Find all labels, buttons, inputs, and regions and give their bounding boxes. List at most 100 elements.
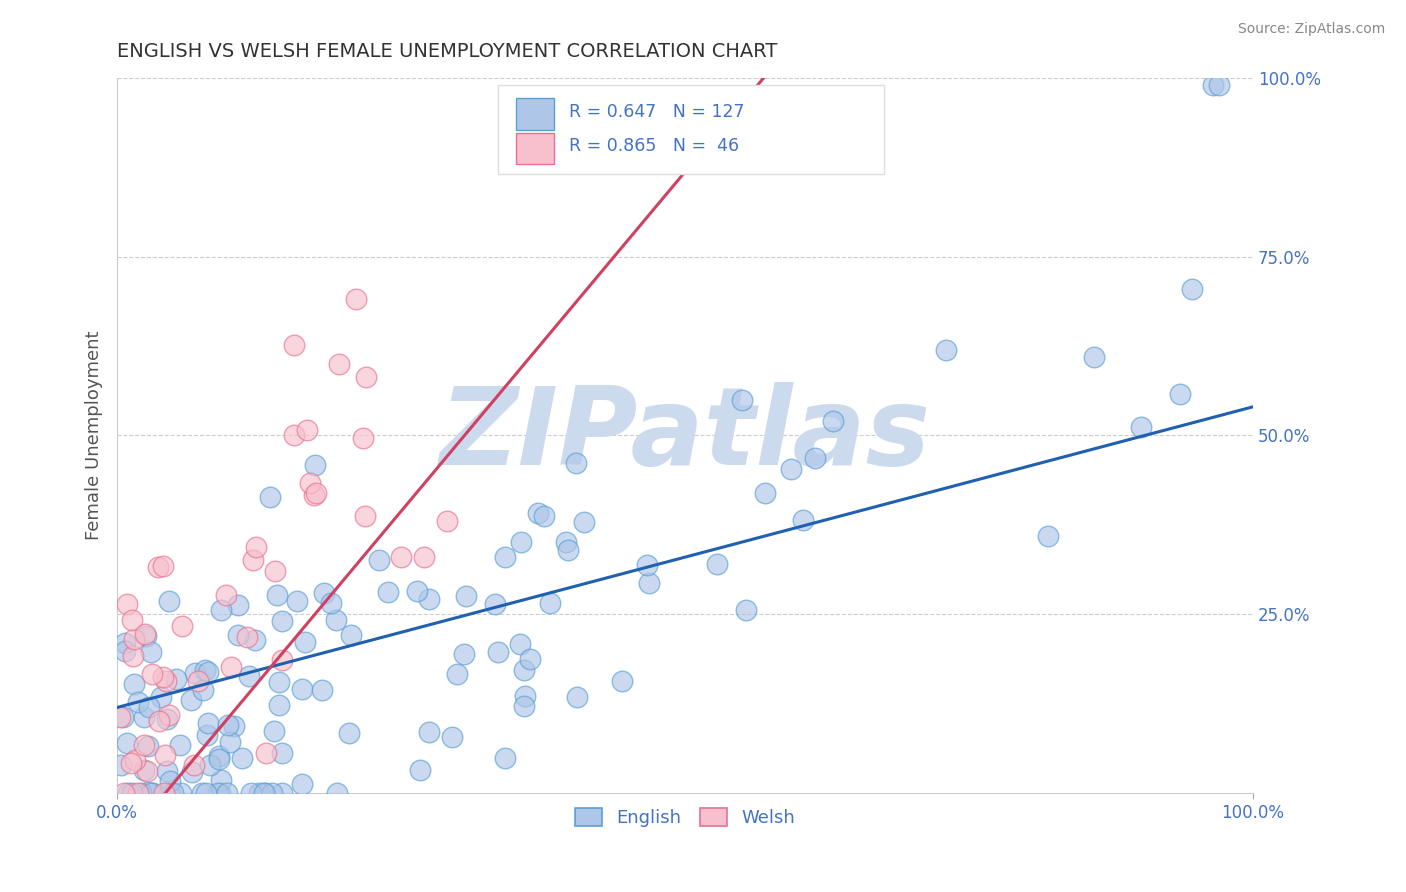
Point [238,669,260,683]
FancyBboxPatch shape [516,98,554,130]
Point [172,619,194,633]
Point [555,535,578,549]
Point [328,357,350,371]
Point [612,674,634,689]
Point [935,343,957,357]
Point [305,485,328,500]
Point [207,786,229,800]
Text: R = 0.865   N =  46: R = 0.865 N = 46 [569,137,740,155]
Point [339,628,361,642]
Point [453,647,475,661]
Point [243,633,266,648]
Point [157,786,180,800]
Point [262,785,284,799]
Point [269,675,291,690]
Point [197,715,219,730]
Point [120,756,142,770]
Point [291,777,314,791]
Point [231,751,253,765]
Point [1083,350,1105,364]
Point [271,614,294,628]
Point [121,649,143,664]
Point [259,490,281,504]
Point [283,428,305,442]
Point [110,758,132,772]
Point [389,550,412,565]
Point [368,553,391,567]
Point [138,699,160,714]
Point [242,553,264,567]
Point [135,629,157,643]
Point [146,559,169,574]
Point [494,549,516,564]
Point [148,714,170,728]
Legend: English, Welsh: English, Welsh [568,801,803,834]
Point [253,786,276,800]
Point [352,430,374,444]
Point [127,786,149,800]
Point [538,596,561,610]
Point [132,764,155,778]
Text: ZIPatlas: ZIPatlas [440,383,931,489]
Point [636,558,658,572]
Point [209,772,232,787]
Point [513,663,536,677]
Point [156,712,179,726]
Point [412,550,434,565]
Point [134,626,156,640]
Text: ENGLISH VS WELSH FEMALE UNEMPLOYMENT CORRELATION CHART: ENGLISH VS WELSH FEMALE UNEMPLOYMENT COR… [117,42,778,61]
Point [187,673,209,688]
Point [326,786,349,800]
Point [294,635,316,649]
Point [194,786,217,800]
Point [1208,78,1230,92]
Point [239,786,262,800]
Point [299,476,322,491]
Y-axis label: Female Unemployment: Female Unemployment [86,331,103,541]
Point [565,690,588,704]
Point [344,293,367,307]
Point [406,584,429,599]
Point [325,613,347,627]
Point [267,698,290,713]
Point [1038,529,1060,543]
Point [638,575,661,590]
Point [152,558,174,573]
Point [418,591,440,606]
Point [122,677,145,691]
Point [129,786,152,800]
Point [110,710,132,724]
Point [115,736,138,750]
Point [509,636,531,650]
Point [219,659,242,673]
Point [114,643,136,657]
Point [792,513,814,527]
Point [754,485,776,500]
Point [208,752,231,766]
Text: Source: ZipAtlas.com: Source: ZipAtlas.com [1237,22,1385,37]
Point [183,757,205,772]
Point [295,424,318,438]
Point [215,786,238,800]
Point [254,746,277,760]
Point [285,594,308,608]
Point [159,773,181,788]
Point [170,786,193,800]
Point [139,644,162,658]
Point [124,753,146,767]
Point [731,392,754,407]
Point [1168,387,1191,401]
Point [484,598,506,612]
Point [253,786,276,800]
Point [226,628,249,642]
Point [1202,78,1225,92]
Point [136,739,159,753]
Point [222,719,245,733]
Point [124,632,146,647]
Point [155,673,177,688]
Point [184,666,207,681]
Point [247,786,270,800]
Point [132,710,155,724]
Point [117,786,139,800]
Point [311,682,333,697]
